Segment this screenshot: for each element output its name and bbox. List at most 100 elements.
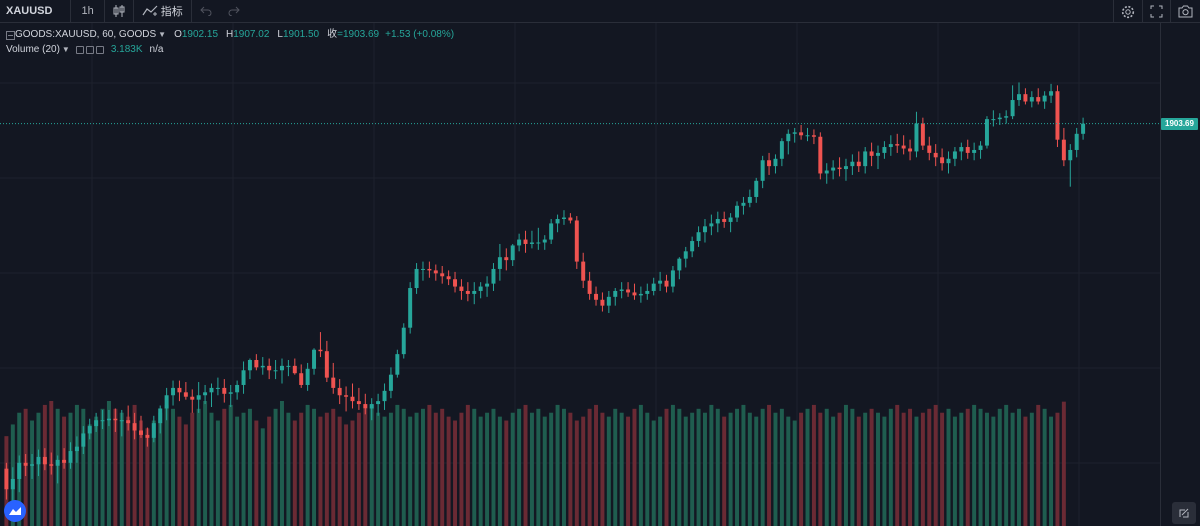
volume-bar xyxy=(856,416,861,526)
candle-body xyxy=(523,239,528,244)
fullscreen-button[interactable] xyxy=(1143,0,1170,23)
candle-body xyxy=(933,152,938,158)
fullscreen-icon xyxy=(1150,5,1163,18)
volume-bar xyxy=(369,404,374,526)
candle-body xyxy=(773,158,778,167)
logo-button[interactable] xyxy=(4,500,26,522)
candle-body xyxy=(683,251,688,259)
volume-bar xyxy=(715,408,720,526)
candle-body xyxy=(901,145,906,149)
candle-body xyxy=(1061,139,1066,161)
candle-body xyxy=(68,451,73,463)
volume-bar xyxy=(177,416,182,526)
volume-bar xyxy=(337,416,342,526)
undo-button[interactable] xyxy=(192,0,220,23)
candle-body xyxy=(23,462,28,466)
candle-body xyxy=(626,289,631,293)
candle-body xyxy=(824,170,829,174)
toolbar-divider xyxy=(1113,0,1114,23)
chevron-down-icon[interactable]: ▼ xyxy=(158,30,167,39)
volume-bar xyxy=(984,412,989,526)
candle-body xyxy=(260,365,265,368)
candle-body xyxy=(132,423,137,431)
volume-bar xyxy=(119,412,124,526)
volume-bar xyxy=(735,408,739,526)
series-title[interactable]: GOODS:XAUUSD, 60, GOODS xyxy=(15,29,157,40)
series-legend-row: GOODS:XAUUSD, 60, GOODS ▼ O 1902.15 H 19… xyxy=(6,28,454,42)
volume-bar xyxy=(247,408,252,526)
volume-bar xyxy=(401,408,406,526)
screenshot-button[interactable] xyxy=(1171,0,1200,23)
auto-scale-button[interactable] xyxy=(1172,502,1196,524)
collapse-legend-icon[interactable] xyxy=(6,30,15,40)
candle-body xyxy=(74,446,79,452)
volume-bar xyxy=(709,404,714,526)
volume-bar xyxy=(324,412,329,526)
open-key: O xyxy=(174,29,182,40)
volume-bar xyxy=(215,420,220,526)
candles-icon xyxy=(113,5,125,17)
settings-icon xyxy=(1121,5,1135,18)
settings-button[interactable] xyxy=(1114,0,1142,23)
candle-body xyxy=(632,292,637,296)
price-scale[interactable] xyxy=(1160,23,1200,526)
volume-bar xyxy=(760,408,765,526)
volume-bar xyxy=(312,408,317,526)
candle-body xyxy=(485,283,490,287)
volume-bar xyxy=(517,408,522,526)
volume-bar xyxy=(664,408,669,526)
volume-bar xyxy=(767,404,772,526)
candle-body xyxy=(645,290,650,294)
volume-bar xyxy=(318,416,323,526)
settings-icon[interactable] xyxy=(85,46,94,54)
close-icon[interactable] xyxy=(95,46,104,54)
price-chart[interactable] xyxy=(0,23,1160,526)
candle-body xyxy=(215,387,220,389)
candle-body xyxy=(312,349,317,369)
candle-body xyxy=(792,132,797,134)
interval-button[interactable]: 1h xyxy=(71,0,103,23)
volume-bar xyxy=(421,408,425,526)
candle-body xyxy=(49,464,54,466)
candle-body xyxy=(363,404,368,409)
candle-body xyxy=(158,408,163,424)
candle-body xyxy=(805,135,810,137)
candle-body xyxy=(286,365,291,367)
volume-bar xyxy=(100,408,105,526)
candle-body xyxy=(856,161,861,167)
symbol-search-button[interactable]: XAUUSD xyxy=(0,0,70,23)
candle-body xyxy=(331,377,336,388)
chart-style-button[interactable] xyxy=(105,0,133,23)
volume-bar xyxy=(331,408,336,526)
volume-bar xyxy=(395,404,400,526)
candle-body xyxy=(568,217,573,221)
volume-bar xyxy=(811,404,816,526)
volume-bar xyxy=(997,408,1002,526)
chevron-down-icon[interactable]: ▼ xyxy=(61,45,70,54)
volume-bar xyxy=(529,412,534,526)
volume-bar xyxy=(600,412,605,526)
candle-body xyxy=(1081,123,1086,134)
candle-body xyxy=(1023,94,1028,102)
candle-body xyxy=(472,290,477,294)
candle-body xyxy=(594,293,599,300)
redo-button[interactable] xyxy=(220,0,248,23)
volume-bar xyxy=(267,416,272,526)
volume-bar xyxy=(1010,412,1015,526)
volume-bar xyxy=(843,404,848,526)
volume-bar xyxy=(363,408,368,526)
volume-bar xyxy=(446,416,451,526)
candle-body xyxy=(491,268,496,284)
volume-bar xyxy=(151,420,156,526)
volume-title[interactable]: Volume (20) xyxy=(6,44,60,55)
candle-body xyxy=(30,464,35,466)
candle-body xyxy=(106,418,111,421)
visibility-icon[interactable] xyxy=(75,46,84,54)
candle-body xyxy=(222,387,227,394)
candle-body xyxy=(350,396,355,402)
candle-body xyxy=(741,202,746,206)
toolbar-divider xyxy=(1142,0,1143,23)
volume-bar xyxy=(779,408,784,526)
indicators-button[interactable]: 指标 xyxy=(134,0,191,23)
volume-bar xyxy=(792,420,797,526)
